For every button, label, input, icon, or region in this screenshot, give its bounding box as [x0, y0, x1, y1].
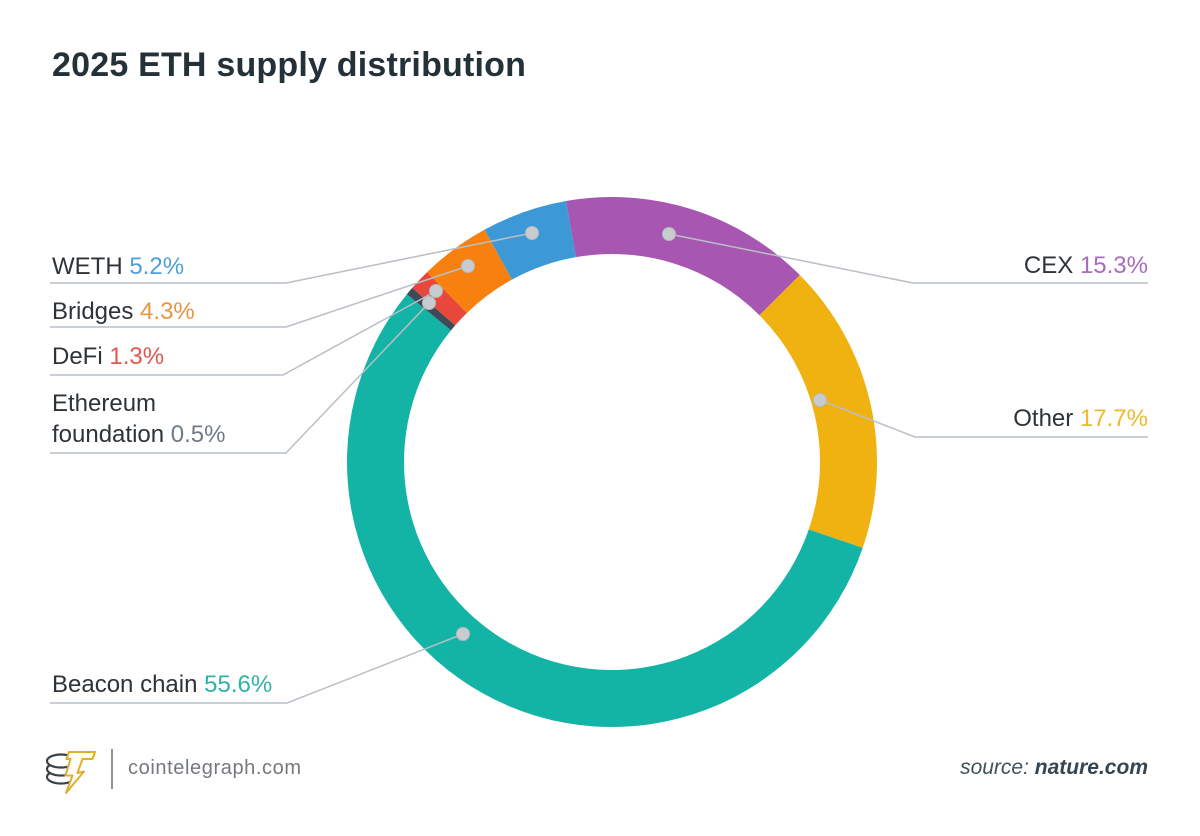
- anchor-dot-weth: [525, 226, 539, 240]
- anchor-dot-ethereum-foundation: [422, 296, 436, 310]
- callout-beacon-chain: Beacon chain 55.6%: [52, 669, 272, 700]
- callout-other-value: 17.7%: [1079, 405, 1148, 432]
- anchor-dot-defi: [429, 284, 443, 298]
- callout-cex-value: 15.3%: [1079, 252, 1148, 279]
- callout-beacon-chain-label: Beacon chain: [52, 671, 198, 698]
- callout-cex: CEX 15.3%: [1024, 250, 1148, 281]
- callout-ethereum-foundation-label: Ethereum foundation: [52, 390, 165, 448]
- callout-defi-value: 1.3%: [109, 343, 165, 370]
- callout-weth-label: WETH: [52, 253, 123, 280]
- callout-other-label: Other: [1013, 405, 1074, 432]
- source-name: nature.com: [1034, 756, 1148, 779]
- callout-bridges: Bridges 4.3%: [52, 296, 195, 327]
- callout-defi: DeFi 1.3%: [52, 341, 164, 372]
- anchor-dot-other: [813, 393, 827, 407]
- callout-weth-value: 5.2%: [129, 253, 185, 280]
- leader-line-beacon-chain: [50, 633, 464, 704]
- slice-beacon-chain: [346, 294, 863, 727]
- source-attribution: source: nature.com: [960, 756, 1148, 780]
- leader-line-other: [819, 399, 1148, 438]
- source-prefix: source:: [960, 756, 1029, 779]
- slice-other: [759, 275, 877, 548]
- leader-line-ethereum-foundation: [50, 302, 430, 454]
- callout-bridges-value: 4.3%: [140, 298, 195, 325]
- slice-defi: [412, 272, 467, 326]
- callout-defi-label: DeFi: [52, 343, 103, 370]
- anchor-dot-beacon-chain: [456, 627, 470, 641]
- anchor-dot-bridges: [461, 259, 475, 273]
- footer-divider: [111, 749, 113, 789]
- page-title: 2025 ETH supply distribution: [52, 46, 527, 84]
- callout-weth: WETH 5.2%: [52, 251, 184, 282]
- cointelegraph-logo-icon: [45, 751, 96, 794]
- leader-line-weth: [50, 232, 533, 284]
- footer-brand-text: cointelegraph.com: [128, 757, 302, 779]
- callout-ethereum-foundation-value: 0.5%: [170, 421, 226, 448]
- callout-other: Other 17.7%: [1013, 403, 1148, 434]
- callout-cex-label: CEX: [1023, 252, 1074, 279]
- slice-cex: [565, 196, 800, 316]
- leader-line-cex: [668, 233, 1148, 284]
- anchor-dot-cex: [662, 227, 676, 241]
- slice-weth: [484, 201, 576, 280]
- callout-bridges-label: Bridges: [52, 298, 134, 325]
- leader-line-bridges: [50, 265, 469, 328]
- callout-ethereum-foundation: Ethereum foundation 0.5%: [52, 388, 257, 450]
- leader-line-defi: [50, 290, 437, 376]
- callout-beacon-chain-value: 55.6%: [204, 671, 273, 698]
